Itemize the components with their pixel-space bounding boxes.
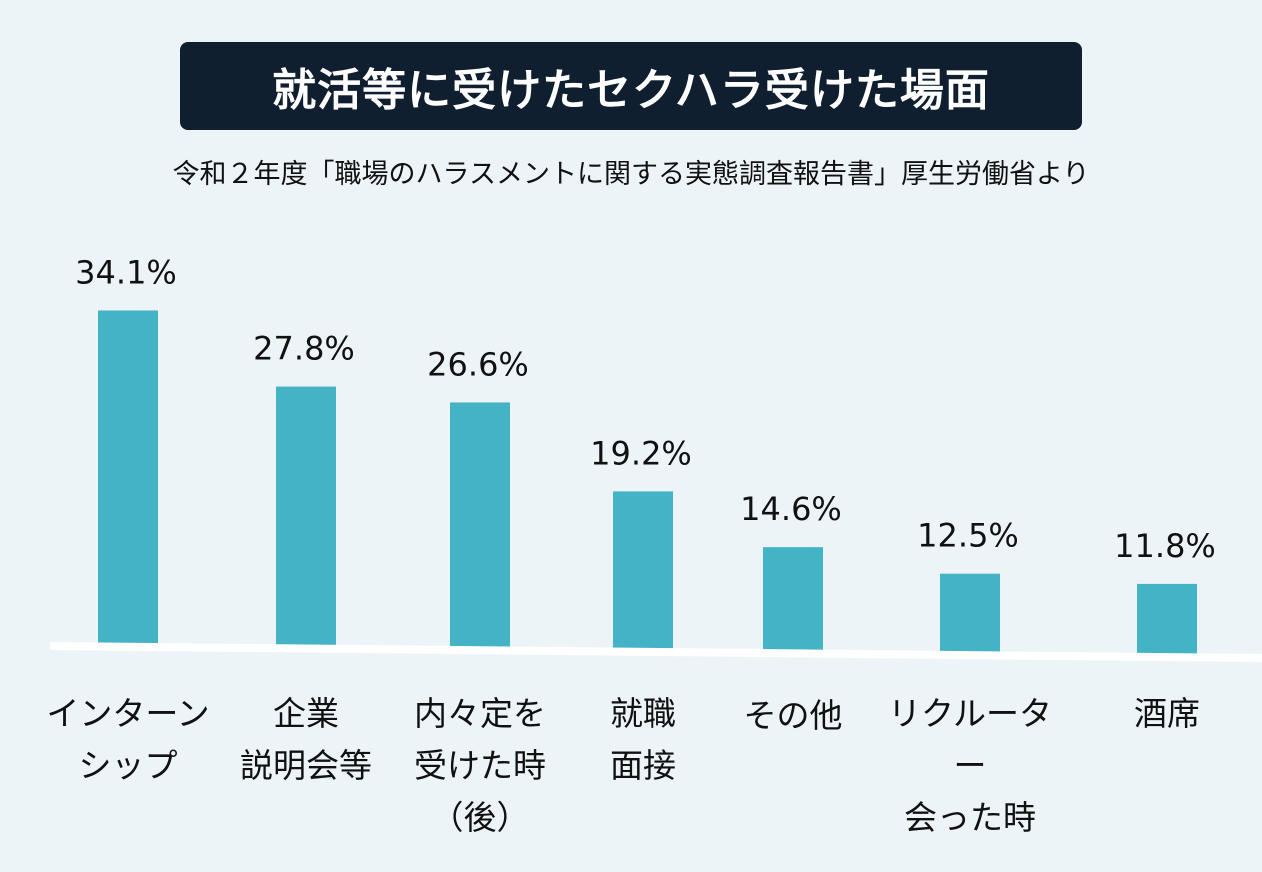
chart-subtitle: 令和２年度「職場のハラスメントに関する実態調査報告書」厚生労働省より [172, 159, 1090, 190]
bar [98, 310, 158, 647]
category-label: 企業 説明会等 [240, 694, 372, 785]
value-label: 12.5% [917, 517, 1019, 555]
value-label: 14.6% [740, 490, 842, 528]
category-label: 酒席 [1134, 694, 1200, 733]
category-label: リクルーター 会った時 [887, 694, 1052, 837]
category-label: インターン シップ [46, 694, 210, 785]
value-label: 27.8% [253, 330, 355, 368]
title-box: 就活等に受けたセクハラ受けた場面 [180, 42, 1082, 130]
bar [1137, 583, 1197, 658]
bar [276, 386, 336, 649]
value-label: 11.8% [1114, 527, 1216, 565]
value-label: 34.1% [75, 253, 177, 291]
baseline [50, 642, 1262, 662]
bar [940, 573, 1000, 656]
category-label: 就職 面接 [610, 694, 676, 785]
value-label: 26.6% [427, 345, 529, 383]
bar [613, 491, 673, 652]
chart-title: 就活等に受けたセクハラ受けた場面 [272, 65, 990, 116]
bar [763, 547, 823, 654]
category-label: 内々定を 受けた時 （後） [414, 694, 546, 837]
value-label: 19.2% [590, 434, 692, 472]
category-label: その他 [743, 696, 843, 735]
bar [450, 402, 510, 651]
